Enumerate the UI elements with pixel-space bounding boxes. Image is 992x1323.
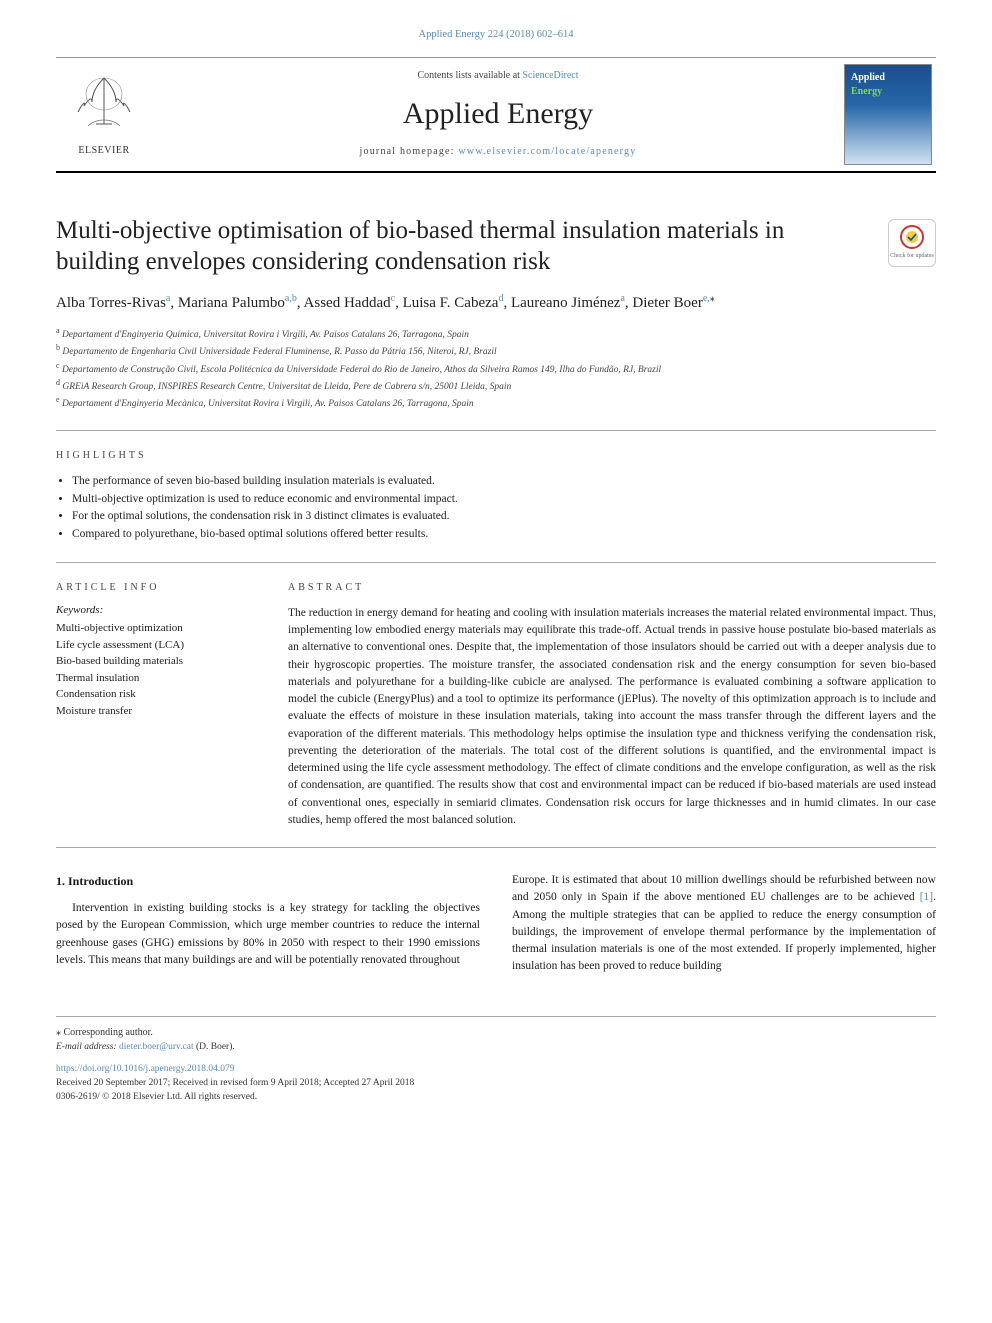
journal-homepage: journal homepage: www.elsevier.com/locat… <box>360 145 637 159</box>
publisher-logo: ELSEVIER <box>56 58 152 171</box>
abstract-section: ABSTRACT The reduction in energy demand … <box>288 581 936 829</box>
doi-link[interactable]: https://doi.org/10.1016/j.apenergy.2018.… <box>56 1062 936 1076</box>
affiliation-item: c Departamento de Construção Civil, Esco… <box>56 360 936 377</box>
copyright-line: 0306-2619/ © 2018 Elsevier Ltd. All righ… <box>56 1090 936 1104</box>
highlight-item: The performance of seven bio-based build… <box>72 473 936 491</box>
intro-paragraph-1: Intervention in existing building stocks… <box>56 900 480 969</box>
received-dates: Received 20 September 2017; Received in … <box>56 1076 936 1090</box>
introduction-section: 1. Introduction Intervention in existing… <box>56 872 936 976</box>
publisher-name: ELSEVIER <box>78 144 129 158</box>
highlights-list: The performance of seven bio-based build… <box>72 473 936 544</box>
cover-word-2: Energy <box>851 85 882 99</box>
keyword-item: Bio-based building materials <box>56 653 256 670</box>
footer: ⁎ Corresponding author. E-mail address: … <box>56 1016 936 1105</box>
homepage-link[interactable]: www.elsevier.com/locate/apenergy <box>458 146 636 157</box>
highlight-item: Compared to polyurethane, bio-based opti… <box>72 526 936 544</box>
homepage-prefix: journal homepage: <box>360 146 459 157</box>
updates-icon <box>899 224 925 250</box>
keywords-list: Multi-objective optimizationLife cycle a… <box>56 620 256 719</box>
email-person: (D. Boer). <box>194 1042 235 1052</box>
contents-prefix: Contents lists available at <box>417 70 522 81</box>
divider <box>56 847 936 848</box>
article-info-label: ARTICLE INFO <box>56 581 256 595</box>
journal-cover-thumbnail: Applied Energy <box>844 64 932 165</box>
article-title: Multi-objective optimisation of bio-base… <box>56 215 836 278</box>
corresponding-email-link[interactable]: dieter.boer@urv.cat <box>119 1042 194 1052</box>
affiliation-list: a Departament d'Enginyeria Química, Univ… <box>56 325 936 412</box>
journal-name: Applied Energy <box>403 93 593 135</box>
keywords-heading: Keywords: <box>56 603 256 618</box>
reference-link-1[interactable]: [1] <box>920 891 933 903</box>
abstract-label: ABSTRACT <box>288 581 936 595</box>
article-info-section: ARTICLE INFO Keywords: Multi-objective o… <box>56 581 256 829</box>
check-updates-badge[interactable]: Check for updates <box>888 219 936 267</box>
affiliation-item: d GREiA Research Group, INSPIRES Researc… <box>56 377 936 394</box>
cover-word-1: Applied <box>851 71 885 85</box>
intro-paragraph-2: Europe. It is estimated that about 10 mi… <box>512 872 936 976</box>
affiliation-item: e Departament d'Enginyeria Mecànica, Uni… <box>56 394 936 411</box>
highlights-label: HIGHLIGHTS <box>56 449 936 463</box>
keyword-item: Life cycle assessment (LCA) <box>56 637 256 654</box>
email-line: E-mail address: dieter.boer@urv.cat (D. … <box>56 1040 936 1054</box>
updates-badge-text: Check for updates <box>890 252 934 260</box>
abstract-text: The reduction in energy demand for heati… <box>288 605 936 829</box>
contents-available: Contents lists available at ScienceDirec… <box>417 69 578 83</box>
divider <box>56 430 936 431</box>
highlight-item: Multi-objective optimization is used to … <box>72 491 936 509</box>
corresponding-author: ⁎ Corresponding author. <box>56 1025 936 1040</box>
citation-line: Applied Energy 224 (2018) 602–614 <box>56 28 936 43</box>
elsevier-tree-icon <box>68 70 140 142</box>
journal-header: ELSEVIER Contents lists available at Sci… <box>56 57 936 173</box>
sciencedirect-link[interactable]: ScienceDirect <box>522 70 578 81</box>
highlights-section: HIGHLIGHTS The performance of seven bio-… <box>56 449 936 544</box>
affiliation-item: b Departamento de Engenharia Civil Unive… <box>56 342 936 359</box>
affiliation-item: a Departament d'Enginyeria Química, Univ… <box>56 325 936 342</box>
email-label: E-mail address: <box>56 1042 119 1052</box>
section-heading: 1. Introduction <box>56 872 480 890</box>
keyword-item: Moisture transfer <box>56 703 256 720</box>
highlight-item: For the optimal solutions, the condensat… <box>72 508 936 526</box>
divider <box>56 562 936 563</box>
keyword-item: Multi-objective optimization <box>56 620 256 637</box>
header-center: Contents lists available at ScienceDirec… <box>152 58 844 171</box>
keyword-item: Thermal insulation <box>56 670 256 687</box>
author-list: Alba Torres-Rivasa, Mariana Palumboa,b, … <box>56 291 936 315</box>
keyword-item: Condensation risk <box>56 686 256 703</box>
